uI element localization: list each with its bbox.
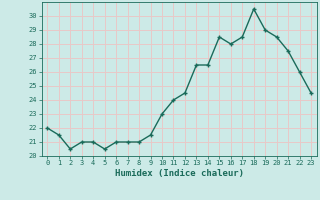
X-axis label: Humidex (Indice chaleur): Humidex (Indice chaleur) (115, 169, 244, 178)
